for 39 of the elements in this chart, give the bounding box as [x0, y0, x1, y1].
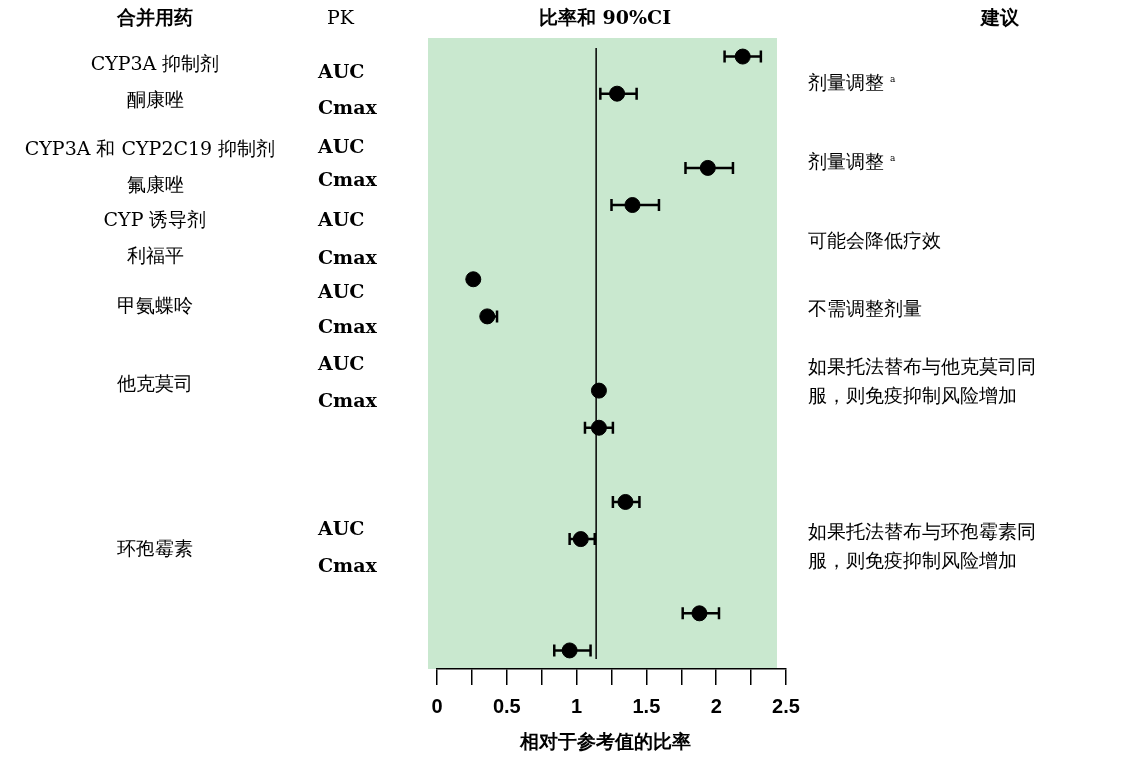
text: AUC — [318, 135, 365, 158]
point — [465, 271, 482, 288]
x-tick-label: 0 — [431, 694, 443, 717]
text: 如果托法替布与环孢霉素同服，则免疫抑制风险增加 — [808, 519, 1037, 574]
text: 可能会降低疗效 — [808, 229, 941, 252]
text: Cmax — [318, 96, 377, 119]
x-tick-label: 0.5 — [492, 694, 521, 717]
text: 不需调整剂量 — [808, 297, 922, 320]
text: Cmax — [318, 168, 377, 191]
text: 剂量调整 $^{a}$ — [808, 71, 896, 94]
x-tick-label: 1 — [571, 694, 583, 717]
text: 建议 — [981, 6, 1019, 29]
x-tick-label: 1.5 — [632, 694, 661, 717]
x-tick-label: 2.5 — [772, 694, 800, 717]
text: 氟康唑 — [126, 173, 184, 196]
text: Cmax — [318, 315, 377, 338]
text: CYP3A 抑制剂 — [90, 52, 220, 75]
text: 剂量调整 $^{a}$ — [808, 150, 896, 173]
text: 环孢霉素 — [117, 537, 193, 560]
text: Cmax — [318, 554, 377, 577]
text: 利福平 — [126, 244, 184, 267]
text: AUC — [318, 208, 365, 231]
text: Cmax — [318, 389, 377, 412]
text: 甲氨蝶呤 — [117, 294, 193, 317]
text: 合并用药 — [117, 6, 193, 29]
text: AUC — [318, 280, 365, 303]
text: CYP3A 和 CYP2C19 抑制剂 — [24, 137, 276, 160]
text: AUC — [318, 352, 365, 375]
text: PK — [327, 6, 354, 29]
text: 如果托法替布与他克莫司同服，则免疫抑制风险增加 — [808, 354, 1037, 409]
x-tick-label: 2 — [710, 694, 722, 717]
text: CYP 诱导剂 — [103, 208, 207, 231]
text: 酮康唑 — [126, 88, 184, 111]
text: AUC — [318, 517, 365, 540]
x-axis-title: 相对于参考值的比率 — [519, 730, 691, 753]
text: Cmax — [318, 246, 377, 269]
chart-title: 比率和 90%CI — [538, 6, 672, 29]
text: 他克莫司 — [117, 372, 193, 395]
text: AUC — [318, 60, 365, 83]
